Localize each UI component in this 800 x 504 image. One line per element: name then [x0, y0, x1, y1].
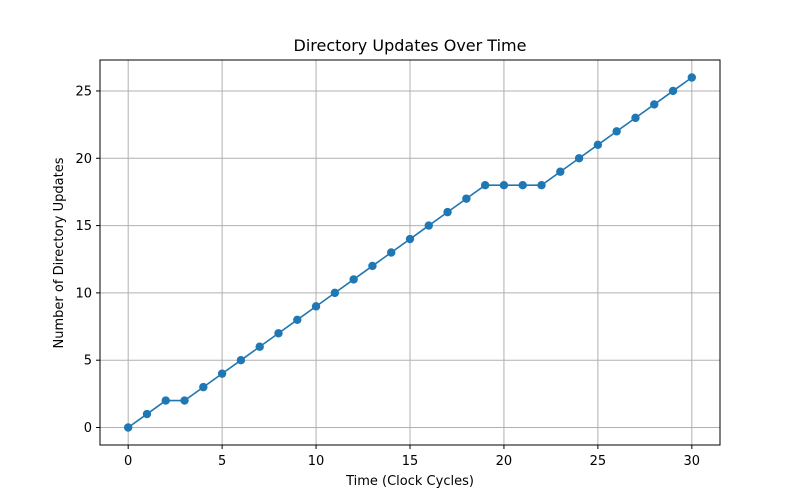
x-tick-label: 5: [218, 454, 226, 469]
data-point: [631, 113, 640, 123]
chart-title: Directory Updates Over Time: [294, 36, 527, 55]
data-point: [518, 180, 527, 190]
data-point: [255, 342, 264, 351]
data-point: [687, 73, 697, 82]
data-point: [368, 261, 377, 271]
x-tick-label: 10: [308, 454, 325, 469]
data-point: [480, 180, 490, 190]
data-point: [349, 275, 358, 284]
x-tick-label: 0: [124, 454, 132, 469]
y-tick-label: 25: [75, 84, 92, 99]
data-point: [330, 288, 340, 298]
grid-lines: [100, 60, 720, 445]
y-tick-label: 0: [84, 421, 92, 436]
x-tick-label: 15: [402, 454, 419, 469]
y-tick-label: 5: [84, 354, 92, 369]
data-point: [537, 180, 546, 190]
data-point: [405, 234, 415, 244]
y-tick-label: 10: [75, 286, 92, 301]
y-tick-label: 15: [75, 219, 92, 234]
data-point: [123, 423, 133, 432]
data-point: [217, 369, 227, 378]
data-point: [443, 207, 452, 217]
data-point: [574, 154, 584, 163]
data-point: [199, 382, 208, 392]
data-point: [161, 396, 170, 405]
data-point: [293, 315, 302, 325]
data-point: [387, 248, 396, 257]
data-point: [424, 221, 433, 230]
data-point: [499, 180, 509, 190]
axis-ticks: 0 5 10 15 20 25 30 0 5 10 15 20 25: [75, 84, 700, 469]
x-tick-label: 20: [496, 454, 513, 469]
data-point: [180, 396, 189, 405]
data-point: [650, 100, 659, 109]
series-layer: [123, 73, 697, 432]
data-point: [556, 167, 565, 176]
data-point: [274, 329, 283, 338]
x-tick-label: 30: [684, 454, 701, 469]
x-axis-label: Time (Clock Cycles): [345, 474, 474, 489]
data-point: [236, 355, 246, 365]
y-axis-label: Number of Directory Updates: [52, 157, 67, 348]
x-tick-label: 25: [590, 454, 607, 469]
data-point: [462, 194, 471, 203]
data-point: [311, 302, 321, 311]
data-point: [142, 409, 152, 419]
data-point: [593, 140, 603, 150]
data-point: [668, 86, 678, 96]
data-point: [612, 127, 621, 136]
y-tick-label: 20: [75, 152, 92, 167]
